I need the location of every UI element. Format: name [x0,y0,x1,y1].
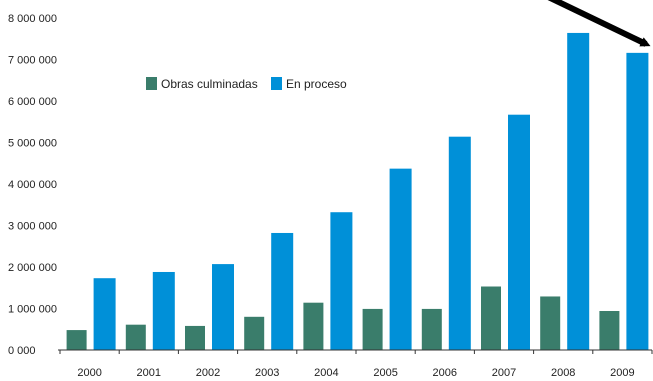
bar-en-proceso-2006 [448,136,471,350]
bar-en-proceso-2003 [271,232,294,350]
bar-obras-culminadas-2004 [303,302,324,350]
bar-obras-culminadas-2000 [66,330,87,350]
bar-en-proceso-2009 [626,52,649,351]
bar-obras-culminadas-2007 [481,286,501,350]
bar-obras-culminadas-2005 [362,308,383,350]
y-tick-label: 0 000 [8,345,36,357]
y-tick-label: 5 000 000 [8,138,57,150]
x-tick-label: 2002 [196,367,220,379]
annotation-arrow [547,0,651,47]
x-tick-label: 2000 [77,367,101,379]
bar-obras-culminadas-2003 [244,316,265,350]
bar-en-proceso-2002 [212,264,234,350]
x-tick-label: 2006 [433,367,457,379]
x-tick-label: 2001 [137,367,161,379]
bar-obras-culminadas-2008 [540,296,561,350]
legend-label-en-proceso: En proceso [286,77,347,91]
bar-en-proceso-2004 [330,212,353,350]
bar-obras-culminadas-2002 [185,325,205,350]
legend: Obras culminadas En proceso [146,77,347,91]
bar-en-proceso-2005 [389,168,412,350]
bar-obras-culminadas-2001 [125,324,146,350]
x-tick-label: 2009 [610,367,634,379]
bar-en-proceso-2001 [152,271,175,350]
y-tick-label: 8 000 000 [8,13,57,25]
bar-obras-culminadas-2009 [599,310,620,350]
x-tick-label: 2008 [551,367,575,379]
x-axis: 2000 2001 2002 2003 2004 2005 2006 2007 2008 2009 [58,349,653,379]
y-tick-label: 1 000 000 [8,304,57,316]
y-tick-label: 2 000 000 [8,262,57,274]
x-tick-label: 2007 [492,367,516,379]
y-tick-label: 6 000 000 [8,96,57,108]
y-axis: 0 000 1 000 000 2 000 000 3 000 000 4 000 00… [8,13,57,357]
y-tick-label: 3 000 000 [8,221,57,233]
bar-en-proceso-2008 [567,32,590,350]
bar-en-proceso-2000 [93,278,116,350]
bar-obras-culminadas-2006 [421,308,442,350]
x-tick-label: 2003 [255,367,279,379]
x-tick-label: 2004 [314,367,338,379]
y-tick-label: 4 000 000 [8,179,57,191]
legend-swatch-en-proceso [271,77,282,90]
legend-swatch-obras-culminadas [146,77,157,90]
legend-label-obras-culminadas: Obras culminadas [161,77,258,91]
x-tick-label: 2005 [373,367,397,379]
bar-en-proceso-2007 [508,114,530,350]
y-tick-label: 7 000 000 [8,55,57,67]
bars-group [66,32,649,351]
arrow-line [547,0,651,47]
